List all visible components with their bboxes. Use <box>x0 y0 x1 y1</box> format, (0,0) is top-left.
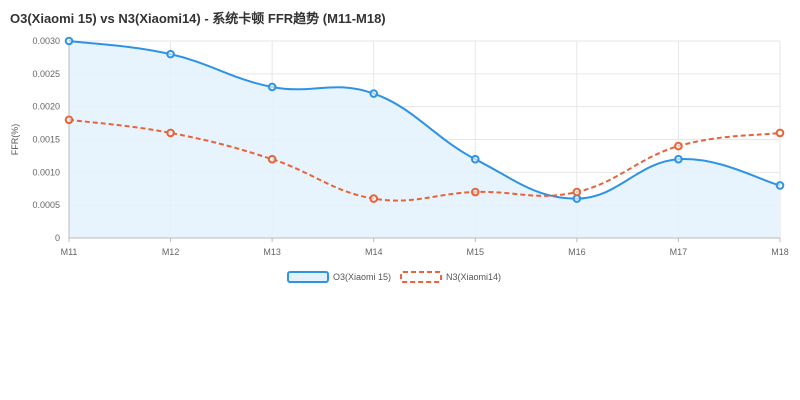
legend-swatch <box>400 271 443 283</box>
y-tick-label: 0.0020 <box>32 102 60 112</box>
data-point[interactable] <box>64 36 74 46</box>
line-layer <box>68 40 781 202</box>
series-area-0 <box>69 41 780 238</box>
x-tick-label: M17 <box>670 247 688 257</box>
series-line-0 <box>68 40 781 200</box>
data-point[interactable] <box>775 181 785 190</box>
y-tick-label: 0.0005 <box>32 200 60 210</box>
data-point[interactable] <box>267 154 277 164</box>
y-tick-label: 0.0015 <box>32 135 60 145</box>
y-tick-label: 0.0010 <box>32 167 60 177</box>
legend-label: O3(Xiaomi 15) <box>333 272 391 282</box>
x-tick-label: M11 <box>61 247 78 257</box>
area-layer <box>69 41 780 238</box>
y-tick-label: 0 <box>55 233 60 243</box>
legend-label: N3(Xiaomi14) <box>446 272 501 282</box>
point-layer <box>64 36 785 203</box>
y-tick-label: 0.0030 <box>32 36 60 46</box>
data-point[interactable] <box>369 194 379 203</box>
x-tick-label: M13 <box>263 247 281 257</box>
series-line-1 <box>68 118 781 202</box>
axis-layer <box>68 41 781 242</box>
legend: O3(Xiaomi 15) N3(Xiaomi14) <box>287 271 501 283</box>
x-tick-label: M16 <box>568 247 586 257</box>
label-layer: 0 0.0005 0.0010 0.0015 0.0020 0.0025 0.0030 M11… <box>10 36 789 257</box>
data-point[interactable] <box>674 154 683 164</box>
data-point[interactable] <box>470 187 480 197</box>
y-axis-title: FFR(%) <box>10 124 20 156</box>
y-tick-label: 0.0025 <box>32 69 60 79</box>
data-point[interactable] <box>775 128 785 138</box>
data-point[interactable] <box>166 49 175 59</box>
data-point[interactable] <box>674 141 683 151</box>
data-point[interactable] <box>369 89 379 98</box>
legend-item-1[interactable]: N3(Xiaomi14) <box>400 271 501 283</box>
data-point[interactable] <box>267 82 277 92</box>
legend-item-0[interactable]: O3(Xiaomi 15) <box>287 271 391 283</box>
x-tick-label: M15 <box>467 247 485 257</box>
x-tick-label: M14 <box>365 247 383 257</box>
x-tick-label: M18 <box>771 247 789 257</box>
chart-title: O3(Xiaomi 15) vs N3(Xiaomi14) - 系统卡顿 FFR… <box>10 11 386 26</box>
legend-swatch <box>287 271 329 283</box>
data-point[interactable] <box>470 154 480 164</box>
data-point[interactable] <box>64 115 74 125</box>
data-point[interactable] <box>572 187 582 197</box>
x-tick-label: M12 <box>162 247 180 257</box>
data-point[interactable] <box>166 128 175 138</box>
